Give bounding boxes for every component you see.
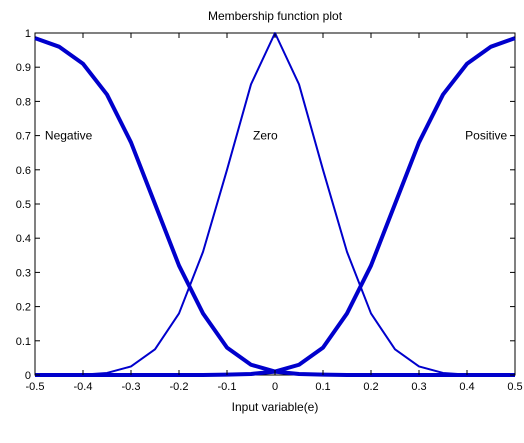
y-tick-label: 1 — [25, 28, 31, 40]
x-tick-label: 0.2 — [363, 381, 378, 393]
tick-layer: -0.5 -0.4 -0.3 -0.2 -0.1 0 0.1 0.2 0.3 0.4 0.5 0 0.1… — [16, 28, 523, 393]
x-tick-label: 0 — [272, 381, 278, 393]
x-tick-label: 0.4 — [459, 381, 474, 393]
x-tick-label: -0.1 — [218, 381, 237, 393]
y-tick-label: 0.3 — [16, 267, 31, 279]
y-tick-label: 0.2 — [16, 302, 31, 314]
plot-frame — [34, 32, 516, 376]
x-tick-label: 0.5 — [507, 381, 522, 393]
y-tick-label: 0.7 — [16, 131, 31, 143]
x-axis-label: Input variable(e) — [232, 400, 319, 414]
y-tick-label: 0.5 — [16, 199, 31, 211]
annotation-layer: Negative Zero Positive — [45, 129, 508, 143]
x-tick-label: -0.2 — [170, 381, 189, 393]
annotation-positive: Positive — [465, 129, 507, 143]
annotation-negative: Negative — [45, 129, 93, 143]
x-tick-label: 0.1 — [315, 381, 330, 393]
y-tick-label: 0.6 — [16, 165, 31, 177]
annotation-zero: Zero — [253, 129, 278, 143]
x-tick-label: -0.5 — [26, 381, 45, 393]
y-tick-label: 0.8 — [16, 96, 31, 108]
y-tick-label: 0.4 — [16, 233, 31, 245]
y-tick-label: 0.9 — [16, 62, 31, 74]
x-tick-label: -0.4 — [74, 381, 93, 393]
y-tick-label: 0 — [25, 370, 31, 382]
chart-title: Membership function plot — [208, 9, 343, 23]
y-tick-label: 0.1 — [16, 336, 31, 348]
x-tick-label: -0.3 — [122, 381, 141, 393]
x-tick-label: 0.3 — [411, 381, 426, 393]
